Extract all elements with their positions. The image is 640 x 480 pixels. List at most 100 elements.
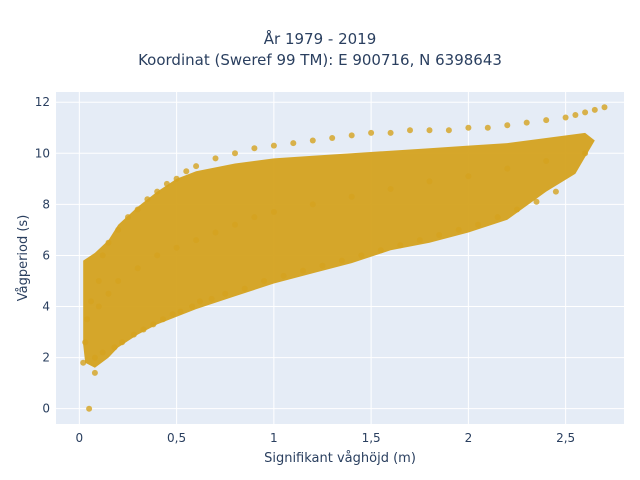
- data-point: [251, 214, 258, 221]
- data-point: [300, 267, 306, 274]
- data-point: [504, 165, 511, 172]
- data-point: [99, 349, 106, 356]
- x-axis-title: Signifikant våghöjd (m): [264, 451, 416, 466]
- data-point: [196, 298, 203, 305]
- data-point: [222, 290, 229, 297]
- data-point: [134, 206, 141, 213]
- data-point: [163, 180, 170, 187]
- data-point: [348, 132, 355, 139]
- data-point: [416, 237, 423, 244]
- data-point: [212, 229, 219, 236]
- data-point: [552, 188, 559, 195]
- data-point: [309, 201, 316, 208]
- point-cloud: [83, 132, 595, 368]
- y-tick-label: 6: [42, 248, 50, 262]
- chart-subtitle: Koordinat (Sweref 99 TM): E 900716, N 63…: [138, 51, 502, 69]
- data-point: [543, 117, 550, 124]
- x-tick-label: 1,5: [362, 431, 381, 445]
- data-point: [494, 214, 501, 221]
- data-point: [212, 155, 219, 162]
- data-point: [475, 221, 482, 228]
- data-point: [105, 290, 112, 297]
- data-point: [88, 298, 94, 305]
- data-point: [514, 206, 520, 213]
- data-point: [368, 129, 375, 136]
- data-point: [189, 303, 196, 310]
- data-point: [115, 278, 122, 284]
- data-point: [173, 244, 180, 251]
- data-point: [95, 303, 102, 310]
- data-point: [115, 226, 122, 233]
- data-point: [91, 354, 98, 361]
- data-point: [601, 104, 608, 111]
- y-tick-label: 0: [42, 402, 50, 416]
- data-point: [426, 127, 433, 134]
- data-point: [232, 150, 238, 157]
- data-point: [173, 175, 180, 182]
- data-point: [270, 142, 277, 149]
- data-point: [183, 168, 190, 175]
- x-tick-label: 0,5: [167, 431, 186, 445]
- data-point: [119, 339, 126, 346]
- data-point: [270, 209, 277, 215]
- data-point: [111, 344, 118, 351]
- y-tick-label: 4: [42, 300, 50, 314]
- data-point: [465, 124, 472, 131]
- data-point: [329, 135, 336, 141]
- data-point: [436, 232, 443, 238]
- data-point: [387, 129, 394, 136]
- y-tick-label: 2: [42, 351, 50, 365]
- data-point: [251, 145, 258, 152]
- data-point: [445, 127, 452, 134]
- data-point: [348, 193, 355, 200]
- data-point: [484, 124, 491, 131]
- data-point: [140, 326, 147, 333]
- data-point: [387, 186, 394, 192]
- data-point: [241, 285, 248, 292]
- data-point: [86, 405, 93, 412]
- data-point: [105, 239, 112, 246]
- density-band: [83, 132, 595, 368]
- data-point: [154, 252, 161, 259]
- data-point: [582, 109, 589, 116]
- data-point: [160, 316, 166, 323]
- data-point: [177, 308, 184, 315]
- data-point: [338, 257, 345, 264]
- y-axis-ticks: 0 2 4 6 8 10 12: [35, 95, 50, 415]
- data-point: [80, 359, 87, 366]
- data-point: [144, 196, 151, 203]
- data-point: [533, 198, 540, 205]
- data-point: [261, 278, 268, 284]
- x-axis-ticks: 0 0,5 1 1,5 2 2,5: [76, 431, 576, 445]
- data-point: [150, 321, 157, 328]
- data-point: [290, 140, 297, 147]
- y-tick-label: 8: [42, 197, 50, 211]
- data-point: [125, 214, 131, 221]
- data-point: [465, 173, 472, 180]
- data-point: [84, 316, 91, 323]
- data-point: [504, 122, 511, 129]
- y-axis-title: Vågperiod (s): [16, 215, 31, 302]
- data-point: [193, 237, 200, 244]
- data-point: [562, 114, 569, 121]
- data-point: [169, 311, 176, 318]
- data-point: [130, 331, 137, 338]
- data-point: [193, 163, 200, 170]
- data-point: [358, 252, 365, 259]
- x-tick-label: 2,5: [556, 431, 575, 445]
- data-point: [319, 262, 326, 269]
- chart-title: År 1979 - 2019: [263, 30, 377, 48]
- x-tick-label: 0: [76, 431, 84, 445]
- data-points: [80, 104, 608, 412]
- data-point: [134, 265, 141, 272]
- data-point: [377, 247, 384, 254]
- data-point: [591, 106, 598, 113]
- data-point: [82, 339, 89, 346]
- data-point: [407, 127, 413, 134]
- data-point: [280, 272, 287, 279]
- data-point: [455, 226, 462, 233]
- data-point: [309, 137, 316, 144]
- data-point: [208, 295, 215, 302]
